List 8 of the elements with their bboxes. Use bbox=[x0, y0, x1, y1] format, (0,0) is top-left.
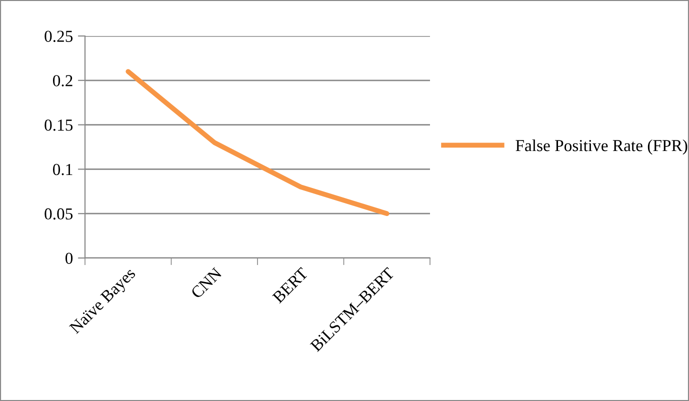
y-tick-label: 0.2 bbox=[52, 75, 72, 86]
line-series bbox=[126, 69, 390, 216]
legend-label: False Positive Rate (FPR) bbox=[516, 139, 688, 155]
y-tick-label: 0.05 bbox=[44, 208, 73, 220]
y-tick-label: 0.25 bbox=[44, 30, 73, 42]
y-tick-label: 0.1 bbox=[52, 164, 72, 176]
y-tick-label: 0.15 bbox=[44, 120, 73, 131]
y-tick-label: 0 bbox=[65, 252, 73, 264]
